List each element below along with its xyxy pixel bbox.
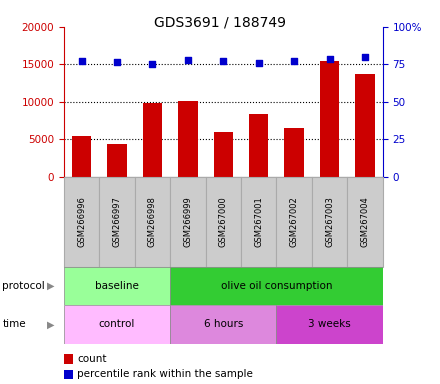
Text: percentile rank within the sample: percentile rank within the sample xyxy=(77,369,253,379)
Bar xyxy=(284,128,304,177)
Bar xyxy=(312,177,347,267)
Bar xyxy=(107,144,127,177)
Text: olive oil consumption: olive oil consumption xyxy=(221,281,332,291)
Text: GSM267001: GSM267001 xyxy=(254,196,263,247)
Bar xyxy=(170,177,205,267)
Bar xyxy=(276,177,312,267)
Text: control: control xyxy=(99,319,135,329)
Point xyxy=(362,54,369,60)
Point xyxy=(114,59,121,65)
Point xyxy=(291,58,298,65)
Text: GSM267004: GSM267004 xyxy=(360,196,370,247)
Text: protocol: protocol xyxy=(2,281,45,291)
Point xyxy=(184,57,191,63)
Text: GSM266996: GSM266996 xyxy=(77,196,86,247)
Text: 6 hours: 6 hours xyxy=(204,319,243,329)
Bar xyxy=(64,267,170,305)
Point xyxy=(255,60,262,66)
Text: GSM266999: GSM266999 xyxy=(183,196,192,247)
Bar xyxy=(170,305,276,344)
Bar xyxy=(135,177,170,267)
Bar xyxy=(320,61,339,177)
Text: GSM266997: GSM266997 xyxy=(113,196,121,247)
Point xyxy=(220,58,227,64)
Text: ▶: ▶ xyxy=(47,319,55,329)
Bar xyxy=(276,305,383,344)
Bar xyxy=(64,177,99,267)
Point xyxy=(326,56,333,62)
Bar xyxy=(249,114,268,177)
Point xyxy=(149,61,156,67)
Bar xyxy=(356,74,375,177)
Text: GSM267003: GSM267003 xyxy=(325,196,334,247)
Bar xyxy=(64,305,170,344)
Bar xyxy=(213,132,233,177)
Text: GDS3691 / 188749: GDS3691 / 188749 xyxy=(154,15,286,29)
Bar xyxy=(72,136,91,177)
Bar xyxy=(205,177,241,267)
Text: time: time xyxy=(2,319,26,329)
Bar xyxy=(99,177,135,267)
Bar xyxy=(143,103,162,177)
Text: 3 weeks: 3 weeks xyxy=(308,319,351,329)
Bar xyxy=(241,177,276,267)
Text: GSM267002: GSM267002 xyxy=(290,196,299,247)
Text: baseline: baseline xyxy=(95,281,139,291)
Text: ▶: ▶ xyxy=(47,281,55,291)
Text: GSM267000: GSM267000 xyxy=(219,196,228,247)
Text: GSM266998: GSM266998 xyxy=(148,196,157,247)
Bar xyxy=(170,267,383,305)
Bar xyxy=(347,177,383,267)
Text: count: count xyxy=(77,354,106,364)
Bar xyxy=(178,101,198,177)
Point xyxy=(78,58,85,64)
